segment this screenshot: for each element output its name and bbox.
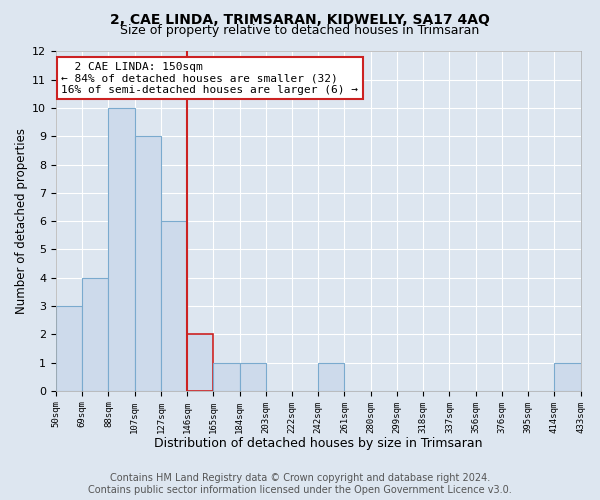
- Bar: [82, 278, 109, 391]
- Text: 2, CAE LINDA, TRIMSARAN, KIDWELLY, SA17 4AQ: 2, CAE LINDA, TRIMSARAN, KIDWELLY, SA17 …: [110, 12, 490, 26]
- Y-axis label: Number of detached properties: Number of detached properties: [15, 128, 28, 314]
- X-axis label: Distribution of detached houses by size in Trimsaran: Distribution of detached houses by size …: [154, 437, 482, 450]
- Text: 2 CAE LINDA: 150sqm  
← 84% of detached houses are smaller (32)
16% of semi-deta: 2 CAE LINDA: 150sqm ← 84% of detached ho…: [61, 62, 358, 95]
- Bar: [56, 306, 82, 391]
- Bar: [554, 362, 581, 391]
- Text: Size of property relative to detached houses in Trimsaran: Size of property relative to detached ho…: [121, 24, 479, 37]
- Bar: [187, 334, 214, 391]
- Bar: [239, 362, 266, 391]
- Bar: [134, 136, 161, 391]
- Bar: [161, 221, 187, 391]
- Text: Contains HM Land Registry data © Crown copyright and database right 2024.
Contai: Contains HM Land Registry data © Crown c…: [88, 474, 512, 495]
- Bar: [214, 362, 239, 391]
- Bar: [318, 362, 344, 391]
- Bar: [109, 108, 134, 391]
